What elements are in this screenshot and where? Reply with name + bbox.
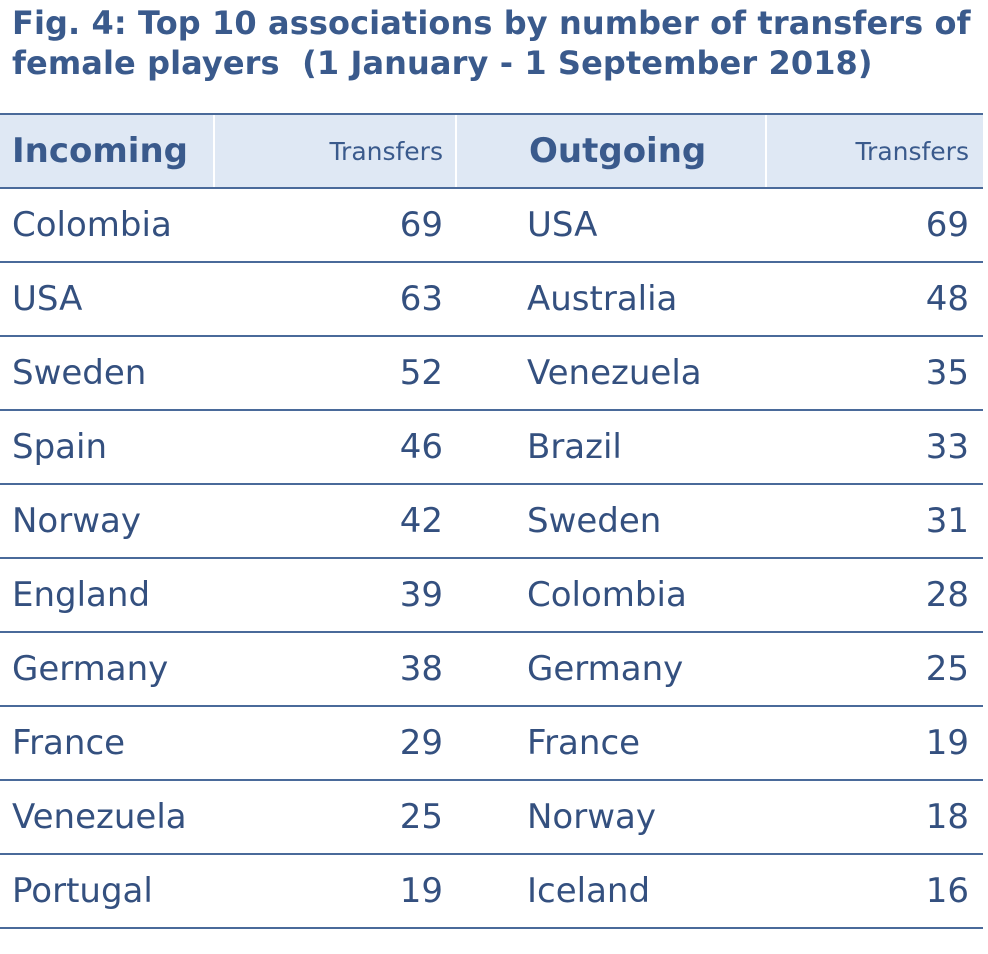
- incoming-transfers-value: 69: [399, 205, 443, 245]
- table-row: Venezuela 25 Norway 18: [0, 781, 983, 855]
- incoming-transfers-value: 29: [399, 723, 443, 763]
- incoming-transfers-value: 39: [399, 575, 443, 615]
- outgoing-transfers-value: 25: [925, 649, 969, 689]
- incoming-association: England: [12, 575, 151, 615]
- outgoing-transfers-value: 48: [925, 279, 969, 319]
- incoming-association: France: [12, 723, 126, 763]
- incoming-transfers-value: 25: [399, 797, 443, 837]
- outgoing-association: Iceland: [527, 871, 651, 911]
- outgoing-transfers-value: 18: [925, 797, 969, 837]
- incoming-association: Venezuela: [12, 797, 187, 837]
- incoming-transfers-value: 63: [399, 279, 443, 319]
- table-row: Spain 46 Brazil 33: [0, 411, 983, 485]
- incoming-transfers-header: Transfers: [213, 115, 455, 187]
- incoming-transfers-value: 38: [399, 649, 443, 689]
- table-row: England 39 Colombia 28: [0, 559, 983, 633]
- outgoing-transfers-value: 28: [925, 575, 969, 615]
- incoming-transfers-value: 42: [399, 501, 443, 541]
- outgoing-header: Outgoing: [455, 115, 765, 187]
- outgoing-transfers-value: 31: [925, 501, 969, 541]
- table-body: Colombia 69 USA 69 USA 63 Australia 48 Sweden 52 V…: [0, 189, 983, 929]
- outgoing-transfers-value: 33: [925, 427, 969, 467]
- incoming-association: USA: [12, 279, 83, 319]
- table-row: USA 63 Australia 48: [0, 263, 983, 337]
- incoming-association: Spain: [12, 427, 107, 467]
- outgoing-association: USA: [527, 205, 598, 245]
- table-row: Portugal 19 Iceland 16: [0, 855, 983, 929]
- outgoing-association: Colombia: [527, 575, 687, 615]
- outgoing-association: Australia: [527, 279, 678, 319]
- incoming-transfers-value: 19: [399, 871, 443, 911]
- table-row: Germany 38 Germany 25: [0, 633, 983, 707]
- incoming-association: Sweden: [12, 353, 147, 393]
- table-row: Sweden 52 Venezuela 35: [0, 337, 983, 411]
- outgoing-association: France: [527, 723, 641, 763]
- table-row: Norway 42 Sweden 31: [0, 485, 983, 559]
- outgoing-association: Venezuela: [527, 353, 702, 393]
- outgoing-transfers-value: 19: [925, 723, 969, 763]
- incoming-header: Incoming: [12, 131, 188, 171]
- incoming-transfers-value: 46: [399, 427, 443, 467]
- outgoing-transfers-value: 16: [925, 871, 969, 911]
- incoming-association: Colombia: [12, 205, 172, 245]
- incoming-transfers-value: 52: [399, 353, 443, 393]
- incoming-association: Portugal: [12, 871, 153, 911]
- table-row: Colombia 69 USA 69: [0, 189, 983, 263]
- table-header-row: Incoming Transfers Outgoing Transfers: [0, 115, 983, 189]
- outgoing-association: Germany: [527, 649, 684, 689]
- transfers-table: Incoming Transfers Outgoing Transfers Co…: [0, 113, 983, 929]
- outgoing-association: Sweden: [527, 501, 662, 541]
- outgoing-transfers-header: Transfers: [765, 115, 983, 187]
- outgoing-transfers-value: 35: [925, 353, 969, 393]
- incoming-association: Norway: [12, 501, 141, 541]
- table-row: France 29 France 19: [0, 707, 983, 781]
- figure-title: Fig. 4: Top 10 associations by number of…: [12, 4, 971, 82]
- outgoing-association: Brazil: [527, 427, 622, 467]
- incoming-association: Germany: [12, 649, 169, 689]
- outgoing-transfers-value: 69: [925, 205, 969, 245]
- outgoing-association: Norway: [527, 797, 656, 837]
